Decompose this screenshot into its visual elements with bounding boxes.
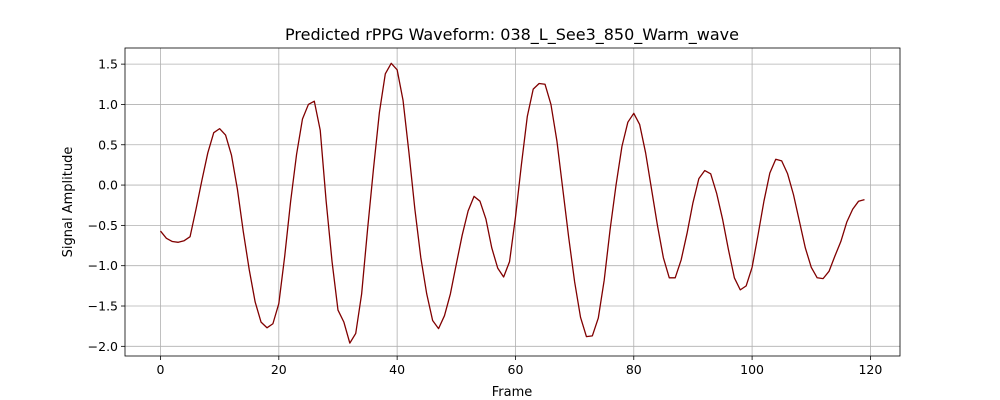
x-axis-ticks: 0 20 40 60 80 100 120 <box>157 356 882 377</box>
y-tick-label: −2.0 <box>88 339 118 354</box>
y-tick-label: −1.5 <box>88 299 118 314</box>
y-tick-label: 1.0 <box>98 97 118 112</box>
x-tick-label: 0 <box>157 362 165 377</box>
x-tick-label: 40 <box>389 362 405 377</box>
y-tick-label: −0.5 <box>88 218 118 233</box>
y-tick-label: 0.0 <box>98 178 118 193</box>
y-tick-label: 0.5 <box>98 137 118 152</box>
y-tick-label: 1.5 <box>98 57 118 72</box>
y-axis-label: Signal Amplitude <box>61 147 76 258</box>
x-tick-label: 20 <box>271 362 287 377</box>
plot-frame <box>124 47 901 357</box>
x-tick-label: 120 <box>858 362 882 377</box>
x-tick-label: 80 <box>626 362 642 377</box>
x-axis-label: Frame <box>492 385 533 400</box>
series-layer <box>159 62 865 344</box>
grid <box>125 48 900 356</box>
x-tick-label: 60 <box>508 362 524 377</box>
waveform-series-line <box>159 62 865 344</box>
y-axis-ticks: −2.0 −1.5 −1.0 −0.5 0.0 0.5 1.0 1.5 <box>88 57 125 354</box>
y-tick-label: −1.0 <box>88 258 118 273</box>
x-tick-label: 100 <box>740 362 764 377</box>
chart-title: Predicted rPPG Waveform: 038_L_See3_850_… <box>285 25 739 45</box>
